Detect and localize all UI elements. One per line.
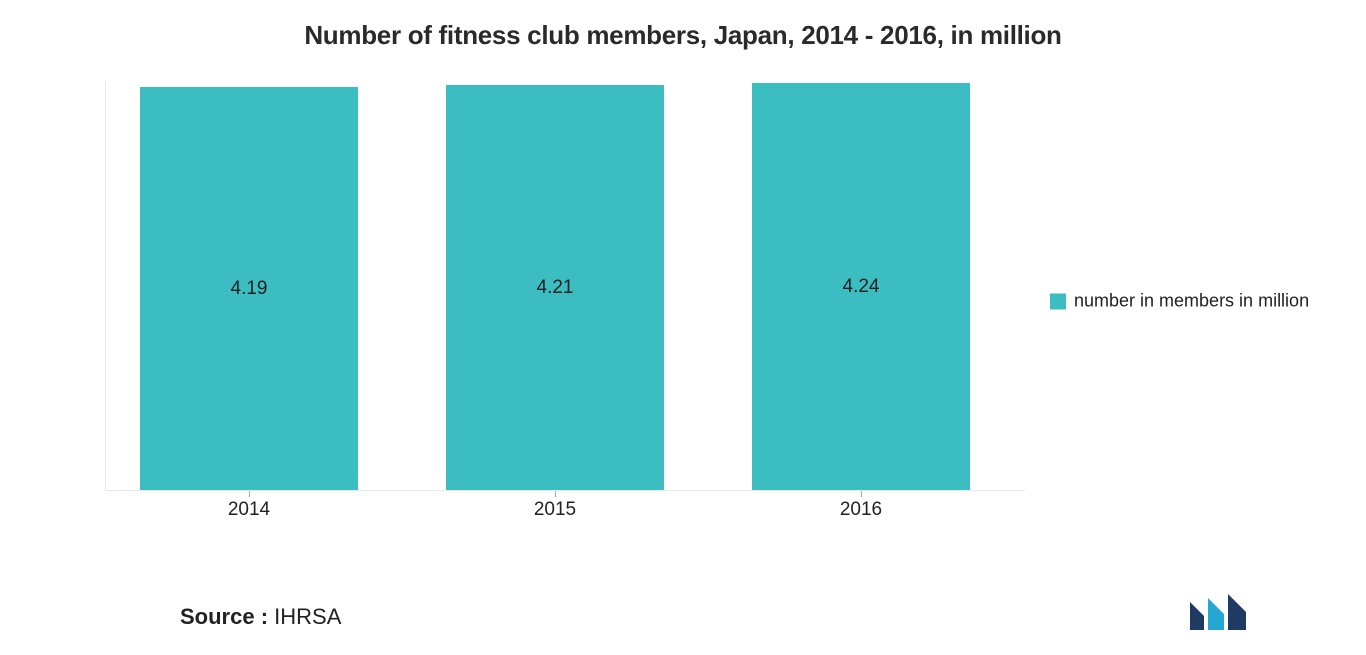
bar-value-0: 4.19 [231,278,268,300]
source-value: IHRSA [268,604,341,629]
bar-2: 4.24 [752,83,970,491]
xtick-0 [249,491,250,497]
chart-title: Number of fitness club members, Japan, 2… [0,0,1366,51]
bar-value-2: 4.24 [843,276,880,298]
legend-text: number in members in million [1074,291,1309,312]
brand-logo [1190,592,1246,630]
logo-icon [1190,592,1246,630]
xtick-1 [555,491,556,497]
bar-value-1: 4.21 [537,277,574,299]
legend: number in members in million [1050,291,1309,312]
bar-0: 4.19 [140,87,358,491]
chart-area: 4.19 2014 4.21 2015 4.24 2016 number in … [0,81,1366,521]
source-line: Source : IHRSA [180,604,341,630]
xlabel-2: 2016 [840,499,882,521]
source-label: Source : [180,604,268,629]
xlabel-1: 2015 [534,499,576,521]
xtick-2 [861,491,862,497]
legend-swatch [1050,293,1066,309]
bar-1: 4.21 [446,85,664,491]
plot-area: 4.19 2014 4.21 2015 4.24 2016 [105,81,1025,491]
xlabel-0: 2014 [228,499,270,521]
